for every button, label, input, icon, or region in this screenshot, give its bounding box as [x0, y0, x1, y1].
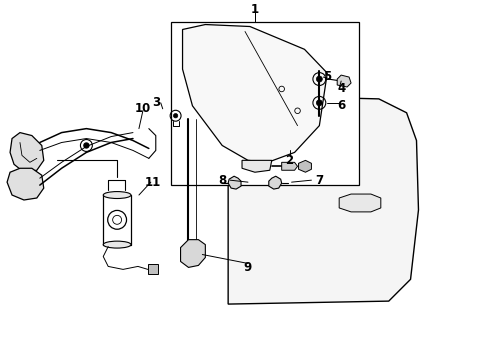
Polygon shape [269, 176, 282, 189]
Ellipse shape [103, 241, 131, 248]
Text: 11: 11 [145, 176, 161, 189]
Circle shape [317, 76, 322, 82]
Polygon shape [183, 24, 327, 162]
Text: 5: 5 [323, 69, 331, 82]
Text: 2: 2 [286, 154, 294, 167]
Text: 9: 9 [244, 261, 252, 274]
Polygon shape [242, 160, 272, 172]
Polygon shape [7, 168, 44, 200]
Circle shape [84, 143, 89, 148]
Text: 10: 10 [135, 102, 151, 115]
Bar [171, 22, 359, 185]
Ellipse shape [103, 192, 131, 198]
Text: 4: 4 [337, 82, 345, 95]
Circle shape [317, 100, 322, 106]
Polygon shape [282, 162, 297, 170]
Polygon shape [339, 194, 381, 212]
Text: 3: 3 [152, 96, 160, 109]
Polygon shape [298, 160, 312, 172]
Text: 1: 1 [251, 3, 259, 16]
Text: 7: 7 [315, 174, 323, 187]
Polygon shape [180, 240, 205, 267]
Polygon shape [148, 265, 158, 274]
Circle shape [173, 113, 178, 118]
Polygon shape [337, 75, 351, 87]
Polygon shape [228, 176, 241, 189]
Text: 8: 8 [218, 174, 226, 187]
Polygon shape [10, 132, 44, 172]
Polygon shape [228, 96, 418, 304]
Text: 6: 6 [337, 99, 345, 112]
